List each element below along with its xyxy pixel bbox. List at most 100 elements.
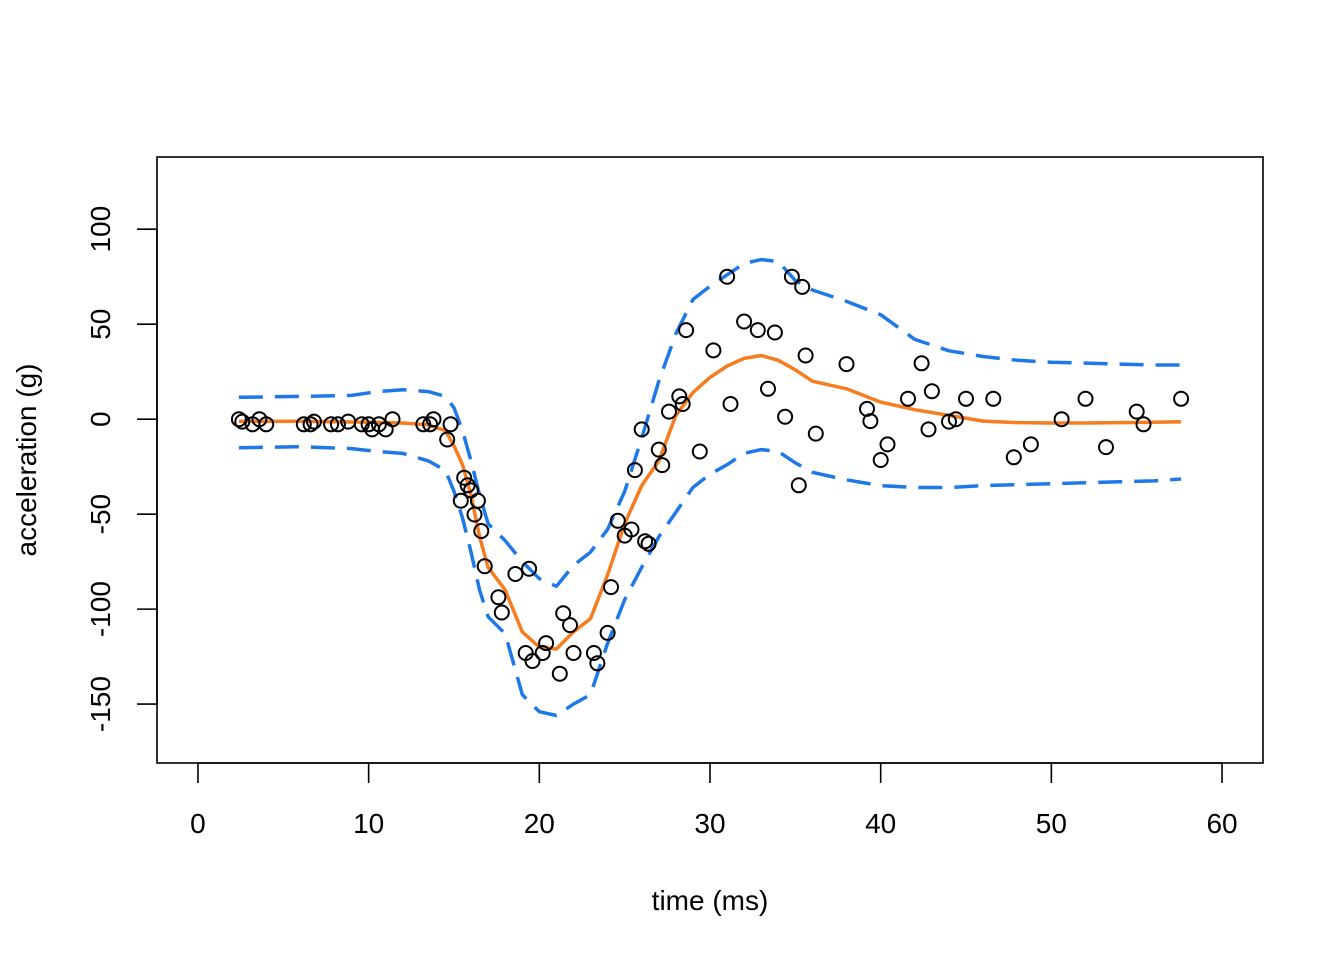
data-point bbox=[838, 356, 855, 373]
data-point bbox=[900, 390, 916, 407]
data-point bbox=[790, 477, 807, 494]
data-point bbox=[230, 411, 247, 428]
y-axis-title: acceleration (g) bbox=[11, 364, 42, 557]
x-axis: 0 10 20 30 40 50 60 bbox=[190, 762, 1238, 839]
data-point bbox=[719, 268, 736, 285]
data-point bbox=[913, 355, 930, 372]
data-point bbox=[705, 342, 722, 359]
data-point bbox=[633, 421, 650, 438]
plot-frame bbox=[156, 156, 1264, 764]
data-point bbox=[565, 645, 582, 661]
data-point bbox=[439, 431, 456, 448]
data-point bbox=[603, 579, 619, 596]
data-point bbox=[985, 390, 1002, 407]
data-point bbox=[1005, 449, 1022, 466]
data-point bbox=[1022, 436, 1039, 453]
data-point bbox=[384, 411, 401, 428]
data-point bbox=[879, 436, 896, 453]
data-point bbox=[626, 462, 643, 479]
data-point bbox=[1128, 403, 1145, 420]
data-point bbox=[599, 624, 616, 641]
data-point bbox=[507, 566, 524, 582]
data-point bbox=[1173, 390, 1190, 407]
data-point bbox=[1098, 439, 1114, 456]
data-point bbox=[760, 380, 776, 397]
data-point bbox=[923, 383, 940, 400]
data-point bbox=[538, 635, 555, 652]
data-point bbox=[794, 278, 811, 295]
y-tick-label: 50 bbox=[85, 309, 116, 340]
data-point bbox=[609, 512, 626, 529]
data-point bbox=[1135, 416, 1152, 433]
y-tick-label: 100 bbox=[85, 206, 116, 253]
data-point bbox=[534, 645, 551, 661]
data-point bbox=[654, 457, 671, 474]
data-point bbox=[678, 322, 695, 339]
x-tick-label: 40 bbox=[865, 808, 896, 839]
data-point bbox=[302, 416, 319, 433]
lower-band-line bbox=[238, 444, 1182, 718]
points-layer bbox=[230, 268, 1190, 682]
y-tick-label: 0 bbox=[85, 411, 116, 427]
data-point bbox=[766, 324, 783, 341]
data-point bbox=[1053, 411, 1070, 428]
data-point bbox=[469, 492, 486, 509]
data-point bbox=[585, 645, 602, 661]
data-point bbox=[623, 521, 640, 538]
data-point bbox=[425, 411, 442, 428]
data-point bbox=[674, 396, 691, 412]
data-point bbox=[295, 416, 312, 433]
data-point bbox=[671, 388, 688, 405]
data-point bbox=[661, 403, 677, 420]
data-point bbox=[452, 492, 469, 509]
data-point bbox=[490, 589, 507, 606]
data-point bbox=[442, 416, 459, 433]
data-point bbox=[1077, 390, 1094, 407]
data-point bbox=[736, 313, 753, 330]
data-point bbox=[862, 413, 879, 430]
x-tick-label: 20 bbox=[524, 808, 555, 839]
upper-band-line bbox=[238, 257, 1182, 589]
data-point bbox=[555, 605, 572, 622]
data-point bbox=[958, 390, 974, 407]
data-point bbox=[650, 441, 667, 458]
data-point bbox=[691, 443, 708, 460]
x-axis-title: time (ms) bbox=[652, 885, 769, 916]
data-point bbox=[749, 322, 766, 339]
x-tick-label: 50 bbox=[1036, 808, 1067, 839]
data-point bbox=[941, 413, 957, 430]
data-point bbox=[797, 347, 814, 364]
data-point bbox=[476, 558, 493, 575]
data-point bbox=[306, 413, 322, 430]
x-tick-label: 10 bbox=[353, 808, 384, 839]
data-point bbox=[722, 396, 739, 412]
data-point bbox=[640, 535, 657, 552]
data-point bbox=[551, 665, 568, 682]
data-point bbox=[234, 413, 251, 430]
fit-line bbox=[238, 353, 1182, 651]
x-tick-label: 0 bbox=[190, 808, 206, 839]
data-point bbox=[783, 268, 800, 285]
x-tick-label: 60 bbox=[1206, 808, 1237, 839]
data-point bbox=[258, 416, 275, 433]
data-point bbox=[947, 411, 964, 428]
data-point bbox=[329, 416, 346, 433]
y-tick-label: -150 bbox=[85, 676, 116, 732]
y-tick-label: -50 bbox=[85, 494, 116, 534]
data-point bbox=[493, 604, 510, 621]
data-point bbox=[473, 523, 490, 539]
data-point bbox=[589, 655, 606, 672]
data-point bbox=[777, 408, 794, 425]
data-point bbox=[323, 416, 340, 433]
data-point bbox=[524, 653, 541, 669]
data-point bbox=[637, 533, 654, 550]
y-axis: -150 -100 -50 0 50 100 bbox=[85, 206, 158, 732]
x-tick-label: 30 bbox=[694, 808, 725, 839]
data-point bbox=[521, 560, 538, 577]
data-point bbox=[872, 452, 889, 468]
data-point bbox=[807, 425, 824, 442]
data-point bbox=[456, 469, 473, 486]
y-tick-label: -100 bbox=[85, 581, 116, 637]
data-point bbox=[562, 617, 578, 634]
